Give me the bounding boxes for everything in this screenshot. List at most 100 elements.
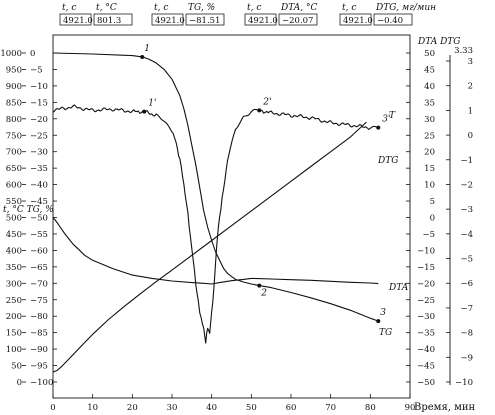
readout-value: −81.51	[189, 16, 220, 26]
dta-tick-label: −40	[417, 345, 435, 355]
annotation-label: 1'	[148, 99, 156, 109]
temp-tick-label: 500	[6, 214, 22, 224]
readout-box	[59, 13, 92, 26]
temp-tick-label: 950	[6, 65, 22, 75]
dtg-tick-label: −1	[460, 156, 473, 166]
x-tick-label: 70	[325, 403, 336, 413]
readout-value: 4921.0	[343, 16, 373, 26]
temp-tick-label: 150	[6, 329, 22, 339]
dtg-tick-label: −4	[460, 230, 473, 240]
temp-tick-label: 300	[6, 279, 22, 289]
temp-tick-label: 1000	[0, 49, 22, 59]
readout-box	[244, 13, 277, 26]
readout-label: t, с	[247, 3, 261, 13]
temp-tick-label: 200	[6, 312, 22, 322]
dta-tick-label: 35	[424, 98, 435, 108]
annotation-label: 3	[380, 308, 386, 318]
x-tick-label: 20	[127, 403, 138, 413]
annotation-label: 1	[144, 44, 150, 54]
readout-label: t, с	[62, 3, 76, 13]
x-tick-label: 90	[405, 403, 416, 413]
dtg-tick-label: −6	[460, 279, 473, 289]
temp-tick-label: 700	[6, 148, 22, 158]
series-tg-line	[52, 52, 379, 322]
annotation-marker	[257, 283, 262, 288]
curves-group	[52, 52, 379, 373]
dta-tick-label: 20	[424, 148, 435, 158]
tg-tick-label: −80	[30, 312, 48, 322]
dtg-tick-label: −9	[460, 353, 473, 363]
x-tick-label: 30	[167, 403, 178, 413]
tg-tick-label: −30	[30, 148, 48, 158]
x-tick-label: 40	[206, 403, 217, 413]
curve-label-dtg: DTG	[377, 156, 398, 166]
x-tick-label: 10	[87, 403, 98, 413]
dtg-tick-label: 0	[468, 131, 473, 141]
temp-tick-label: 250	[6, 296, 22, 306]
dta-tick-label: −5	[422, 230, 435, 240]
dta-tick-label: −10	[417, 246, 435, 256]
x-tick-label: 80	[365, 403, 376, 413]
dta-tick-label: 0	[430, 214, 435, 224]
dta-tick-label: −45	[417, 362, 435, 372]
dta-tick-label: −50	[417, 378, 435, 388]
tg-tick-label: −90	[30, 345, 48, 355]
readout-value: 4921.0	[63, 16, 93, 26]
dtg-tick-label: −7	[460, 304, 473, 314]
readout-value: −0.40	[377, 16, 403, 26]
readout-label: t, °C	[96, 3, 117, 13]
dtg-tick-label: 3.33	[454, 46, 473, 56]
temp-tick-label: 550	[6, 197, 22, 207]
annotation-marker	[257, 108, 262, 113]
tg-tick-label: −40	[30, 181, 48, 191]
temp-tick-label: 50	[11, 362, 22, 372]
tg-tick-label: −15	[30, 98, 48, 108]
readout-label: DTG, мг/мин	[375, 3, 436, 13]
curve-label-tg: TG	[379, 328, 392, 338]
temp-tick-label: 100	[6, 345, 22, 355]
tg-tick-label: −75	[30, 296, 48, 306]
curve-label-t: T	[389, 111, 396, 121]
dtg-tick-label: 1	[468, 106, 473, 116]
annotation-marker	[140, 54, 145, 59]
readout-label: TG, %	[188, 3, 215, 13]
dta-tick-label: −35	[417, 329, 435, 339]
tg-tick-label: −85	[30, 329, 48, 339]
x-tick-label: 0	[50, 403, 55, 413]
dtg-tick-label: −2	[460, 180, 473, 190]
readout-label: t, с	[342, 3, 356, 13]
temp-tick-label: 850	[6, 98, 22, 108]
readout-box	[339, 13, 372, 26]
annotation-marker	[142, 109, 147, 114]
readout-label: t, с	[154, 3, 168, 13]
tg-tick-label: −10	[30, 82, 48, 92]
temp-tick-label: 800	[6, 115, 22, 125]
temp-tick-label: 450	[6, 230, 22, 240]
tg-tick-label: −95	[30, 362, 48, 372]
dta-tick-label: 10	[424, 181, 435, 191]
readout-box	[278, 13, 318, 26]
right-axis-label: DTA DTG	[417, 37, 461, 47]
annotation-label: 2	[260, 289, 267, 299]
dta-tick-label: 40	[424, 82, 435, 92]
dtg-tick-label: 3	[468, 57, 473, 67]
curve-label-dta: DTA	[388, 283, 409, 293]
dta-tick-label: 30	[424, 115, 435, 125]
tg-tick-label: −70	[30, 279, 48, 289]
x-tick-label: 50	[246, 403, 257, 413]
annotation-marker	[376, 125, 381, 130]
temp-tick-label: 650	[6, 164, 22, 174]
temp-tick-label: 400	[6, 246, 22, 256]
tg-tick-label: −50	[30, 214, 48, 224]
readout-value: 4921.0	[248, 16, 278, 26]
readout-box	[373, 13, 413, 26]
x-tick-label: 60	[286, 403, 297, 413]
annotation-label: 3'	[382, 115, 390, 125]
dtg-tick-label: −8	[460, 329, 473, 339]
readout-value: 801.3	[97, 16, 121, 26]
labels-group: 1 2 3 1' 2' 3'T DTG DTA TG	[140, 44, 409, 338]
tg-tick-label: −45	[30, 197, 48, 207]
